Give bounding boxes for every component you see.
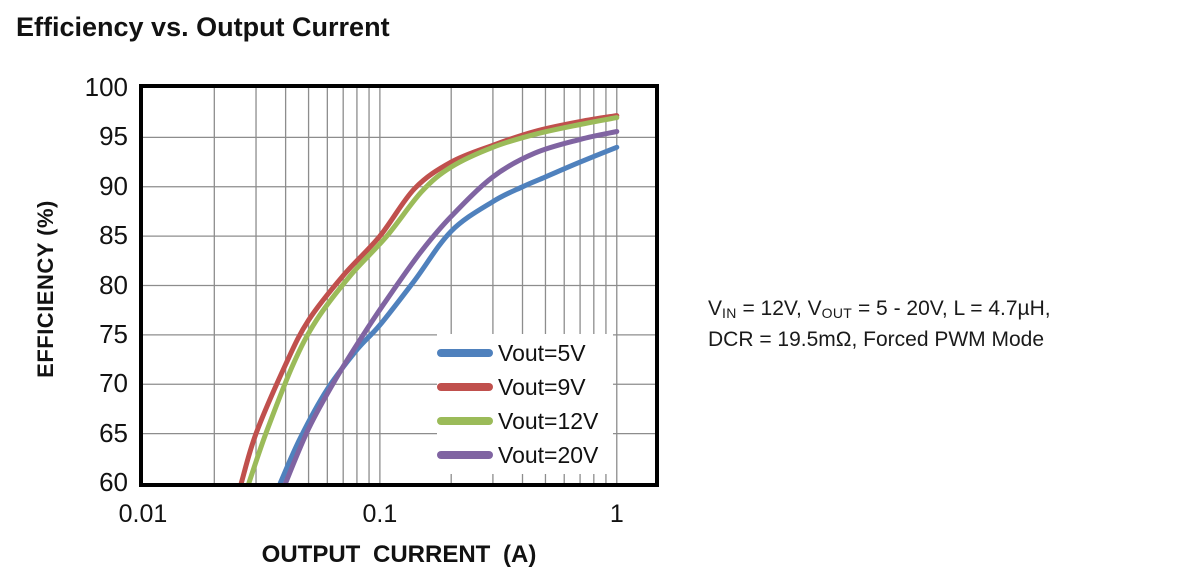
conditions-line2: DCR = 19.5mΩ, Forced PWM Mode bbox=[708, 328, 1045, 351]
legend-entry: Vout=12V bbox=[437, 406, 613, 436]
legend-entry: Vout=9V bbox=[437, 372, 613, 402]
legend-entry: Vout=20V bbox=[437, 440, 613, 470]
legend-swatch-icon bbox=[437, 349, 493, 357]
legend-label: Vout=9V bbox=[498, 373, 586, 400]
y-tick-label: 75 bbox=[99, 318, 128, 349]
legend-swatch-icon bbox=[437, 417, 493, 425]
y-tick-label: 70 bbox=[99, 368, 128, 399]
y-tick-label: 65 bbox=[99, 417, 128, 448]
note-text: V bbox=[708, 297, 723, 320]
note-text: = 5 - 20V, L = 4.7µH, bbox=[852, 297, 1051, 320]
conditions-note: VIN = 12V, VOUT = 5 - 20V, L = 4.7µH, DC… bbox=[708, 294, 1188, 354]
x-axis-title: OUTPUT CURRENT (A) bbox=[261, 541, 537, 568]
y-tick-label: 90 bbox=[99, 170, 128, 201]
note-text: = 12V, V bbox=[736, 297, 822, 320]
y-axis-title: EFFICIENCY (%) bbox=[33, 200, 58, 378]
legend-swatch-icon bbox=[437, 451, 493, 459]
x-tick-label: 0.01 bbox=[118, 500, 168, 528]
subscript-text: OUT bbox=[821, 305, 853, 321]
plot-area: Vout=5V Vout=9V Vout=12V Vout=20V bbox=[139, 84, 659, 487]
curve-vout-20v bbox=[283, 129, 620, 483]
y-tick-label: 80 bbox=[99, 269, 128, 300]
legend: Vout=5V Vout=9V Vout=12V Vout=20V bbox=[437, 334, 613, 474]
y-tick-label: 60 bbox=[99, 467, 128, 497]
x-tick-label: 0.1 bbox=[362, 500, 398, 528]
y-tick-label: 100 bbox=[84, 72, 128, 102]
curve-vout-9v bbox=[238, 113, 620, 483]
conditions-line1: VIN = 12V, VOUT = 5 - 20V, L = 4.7µH, bbox=[708, 294, 1188, 325]
subscript-text: IN bbox=[722, 305, 737, 321]
legend-swatch-icon bbox=[437, 383, 493, 391]
legend-label: Vout=20V bbox=[498, 441, 599, 468]
legend-label: Vout=12V bbox=[498, 407, 599, 434]
curve-vout-12v bbox=[246, 115, 620, 483]
y-tick-label: 85 bbox=[99, 220, 128, 251]
legend-label: Vout=5V bbox=[498, 339, 586, 366]
figure-title: Efficiency vs. Output Current bbox=[16, 12, 390, 42]
legend-entry: Vout=5V bbox=[437, 338, 613, 368]
y-tick-label: 95 bbox=[99, 121, 128, 152]
x-tick-label: 1 bbox=[609, 500, 624, 528]
